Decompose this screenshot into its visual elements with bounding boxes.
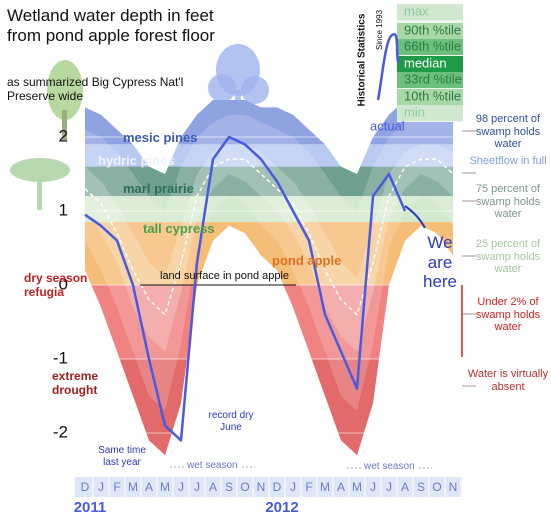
chart-subtitle: as summarized Big Cypress Nat'l Preserve… <box>7 75 184 103</box>
x-tick-label: N <box>257 480 266 494</box>
x-tick-label: M <box>320 480 330 494</box>
x-tick-label: D <box>81 480 90 494</box>
x-tick-label: J <box>370 480 376 494</box>
legend-label: 10th %tile <box>404 88 461 103</box>
x-tick-label: A <box>209 480 217 494</box>
x-tick-label: J <box>290 480 296 494</box>
legend-label: 90th %tile <box>404 22 461 37</box>
legend-swatch <box>397 105 463 121</box>
y-tick-label: -2 <box>53 422 68 441</box>
side-note: 75 percent of swamp holds water <box>475 183 541 221</box>
annotation: land surface in pond apple <box>160 270 290 282</box>
year-label: 2011 <box>74 499 107 516</box>
annotation: We are here <box>422 233 458 292</box>
y-tick-label: 0 <box>59 274 68 293</box>
zone-label: dry season refugia <box>24 271 88 299</box>
zone-label: extreme drought <box>52 369 99 397</box>
x-tick-label: M <box>160 480 170 494</box>
legend-swatch <box>397 23 463 39</box>
y-tick-label: 2 <box>59 126 68 145</box>
x-tick-label: N <box>449 480 458 494</box>
x-tick-label: M <box>352 480 362 494</box>
legend-label: 33rd %tile <box>404 71 462 86</box>
year-label: 2012 <box>265 499 298 516</box>
annotation: Same time last year <box>98 445 146 468</box>
legend-label: actual <box>370 118 405 133</box>
y-tick-label: 1 <box>59 200 68 219</box>
x-tick-label: A <box>145 480 153 494</box>
x-tick-label: O <box>240 480 249 494</box>
chart-title: Wetland water depth in feet from pond ap… <box>7 6 215 45</box>
x-tick-label: A <box>337 480 345 494</box>
side-note: Water is virtually absent <box>467 368 549 393</box>
x-tick-label: M <box>128 480 138 494</box>
x-tick-label: S <box>417 480 425 494</box>
side-note: 98 percent of swamp holds water <box>475 113 541 151</box>
legend-swatch <box>397 89 463 105</box>
side-note: Sheetflow in full <box>469 155 547 167</box>
legend-swatch <box>397 39 463 55</box>
legend-title: Historical Statistics <box>357 13 368 106</box>
legend-subtitle: Since 1993 <box>375 9 384 50</box>
y-tick-label: -1 <box>53 348 68 367</box>
band-33-66 <box>85 144 453 352</box>
zone-label: hydric pines <box>98 153 175 168</box>
legend-label: median <box>404 55 447 70</box>
side-note: 25 percent of swamp holds water <box>475 238 541 276</box>
legend-label: max <box>404 3 429 18</box>
annotation: wet season <box>362 461 417 473</box>
zone-band <box>85 196 453 223</box>
x-tick-label: A <box>401 480 409 494</box>
x-tick-label: J <box>178 480 184 494</box>
x-tick-label: J <box>386 480 392 494</box>
pointer <box>404 205 426 229</box>
median-line <box>84 158 454 316</box>
x-tick-label: S <box>225 480 233 494</box>
zone-label: tall cypress <box>143 221 215 236</box>
legend-label: 66th %tile <box>404 38 461 53</box>
zone-label: marl prairie <box>123 181 194 196</box>
x-tick-label: F <box>113 480 120 494</box>
x-tick-label: J <box>194 480 200 494</box>
annotation: wet season <box>185 460 240 472</box>
x-tick-label: O <box>432 480 441 494</box>
legend-actual-swatch <box>376 32 400 101</box>
zone-label: mesic pines <box>123 130 198 145</box>
legend-swatch <box>397 56 463 72</box>
x-tick-label: J <box>98 480 104 494</box>
annotation: record dry June <box>208 410 254 433</box>
legend-swatch <box>397 72 463 88</box>
zone-label: pond apple <box>272 253 342 268</box>
legend-swatch <box>397 4 463 20</box>
actual-line <box>84 135 407 442</box>
side-note: Under 2% of swamp holds water <box>475 296 541 334</box>
x-tick-label: F <box>305 480 312 494</box>
x-tick-label: D <box>273 480 282 494</box>
legend-label: min <box>404 104 425 119</box>
